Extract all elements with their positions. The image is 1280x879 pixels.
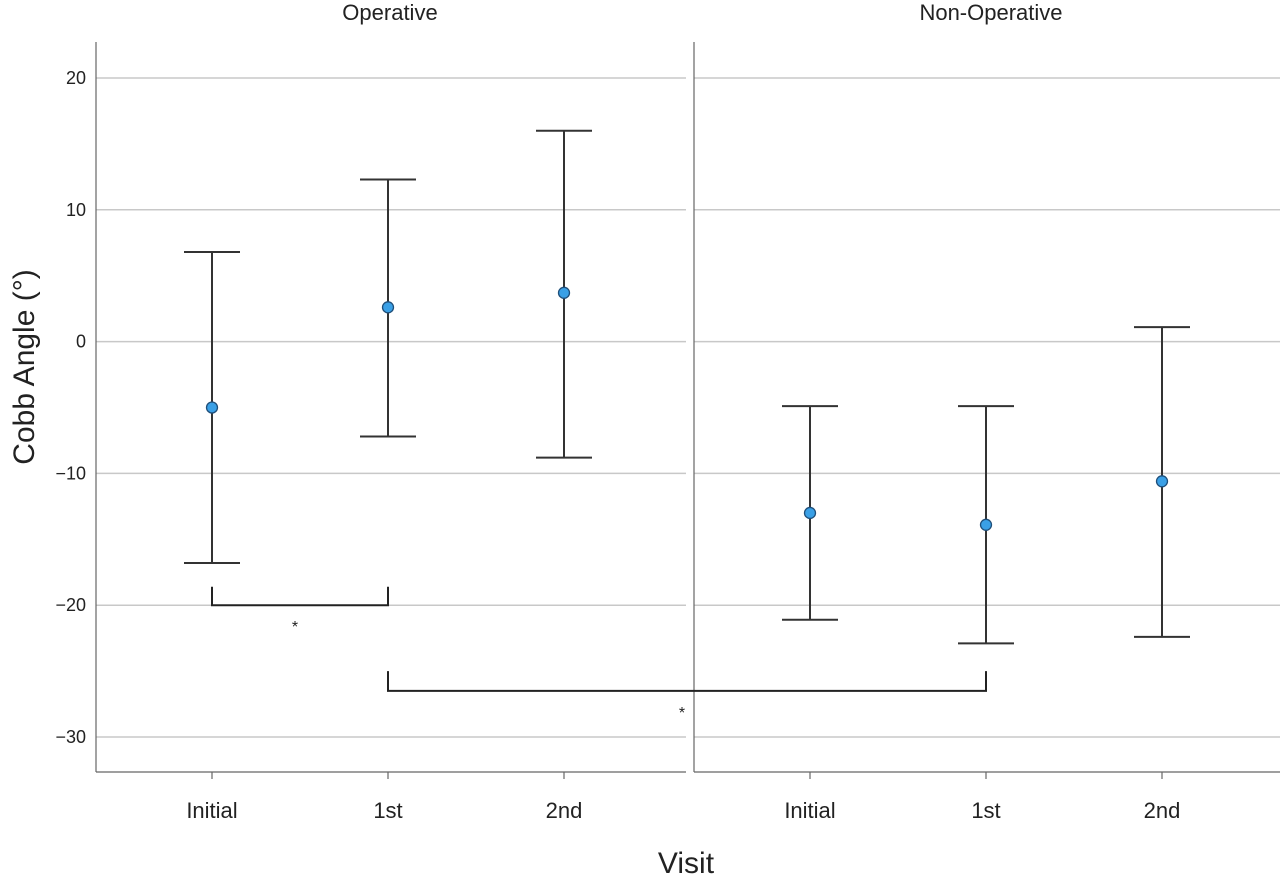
mean-point	[205, 401, 219, 414]
y-tick-label: −10	[55, 463, 86, 483]
mean-point	[381, 301, 395, 314]
panel-title-non-operative: Non-Operative	[919, 0, 1062, 25]
y-tick-label: −20	[55, 595, 86, 615]
error-bars	[184, 129, 1190, 645]
y-axis-title: Cobb Angle (°)	[8, 269, 41, 464]
y-tick-labels: 20 10 0 −10 −20 −30	[55, 68, 86, 747]
y-tick-label: −30	[55, 727, 86, 747]
x-tick-label: 2nd	[1144, 798, 1181, 823]
mean-point	[1155, 475, 1169, 488]
y-tick-label: 20	[66, 68, 86, 88]
y-tick-label: 10	[66, 200, 86, 220]
x-tick-label: 1st	[971, 798, 1000, 823]
mean-point	[803, 506, 817, 520]
y-tick-label: 0	[76, 332, 86, 352]
panel-title-operative: Operative	[342, 0, 437, 25]
significance-bracket	[387, 671, 987, 692]
mean-point	[979, 518, 993, 531]
x-tick-label: Initial	[186, 798, 237, 823]
significance-bracket	[211, 586, 389, 607]
panel-frames	[95, 42, 1280, 779]
gridlines	[96, 77, 1280, 738]
mean-point	[557, 286, 571, 299]
x-tick-label: 2nd	[546, 798, 583, 823]
x-tick-labels: Initial 1st 2nd Initial 1st 2nd	[186, 798, 1180, 823]
x-axis-title: Visit	[658, 847, 715, 879]
significance-star: *	[292, 619, 298, 636]
x-tick-label: 1st	[373, 798, 402, 823]
x-tick-label: Initial	[784, 798, 835, 823]
significance-brackets: **	[211, 586, 987, 722]
mean-points	[205, 286, 1169, 531]
significance-star: *	[679, 705, 685, 722]
